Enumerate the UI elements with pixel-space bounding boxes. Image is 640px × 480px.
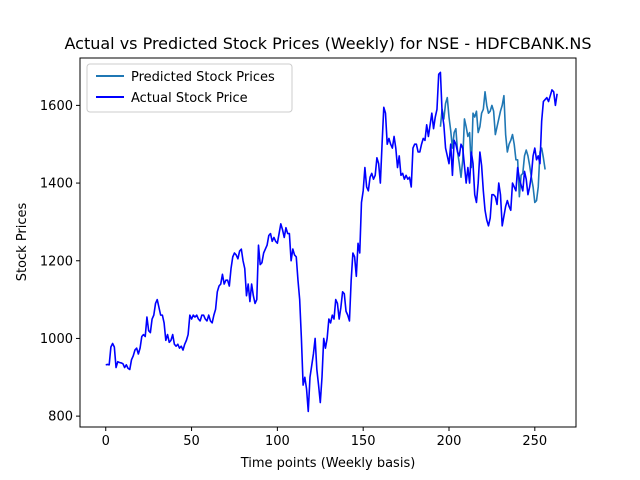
legend: Predicted Stock Prices Actual Stock Pric… [86, 63, 293, 113]
x-tick-label: 200 [437, 434, 462, 449]
y-tick-label: 1000 [40, 332, 73, 347]
legend-label-actual: Actual Stock Price [131, 91, 248, 106]
x-axis-label: Time points (Weekly basis) [240, 456, 416, 471]
y-tick-label: 800 [48, 410, 73, 425]
plot-lines [105, 71, 558, 413]
legend-box [86, 63, 293, 113]
x-tick-label: 250 [522, 434, 547, 449]
y-axis-label: Stock Prices [15, 202, 30, 281]
y-tick-label: 1600 [40, 99, 73, 114]
line-actual [105, 71, 558, 413]
y-tick-label: 1200 [40, 254, 73, 269]
chart-title: Actual vs Predicted Stock Prices (Weekly… [64, 34, 591, 53]
x-axis-ticks: 0 50 100 150 200 250 [102, 427, 547, 449]
x-tick-label: 0 [102, 434, 110, 449]
plot-area-frame [79, 57, 577, 428]
x-tick-label: 50 [183, 434, 200, 449]
legend-label-predicted: Predicted Stock Prices [131, 70, 275, 85]
x-tick-label: 150 [351, 434, 376, 449]
x-tick-label: 100 [265, 434, 290, 449]
y-axis-ticks: 800 1000 1200 1400 1600 [40, 99, 80, 425]
y-tick-label: 1400 [40, 177, 73, 192]
